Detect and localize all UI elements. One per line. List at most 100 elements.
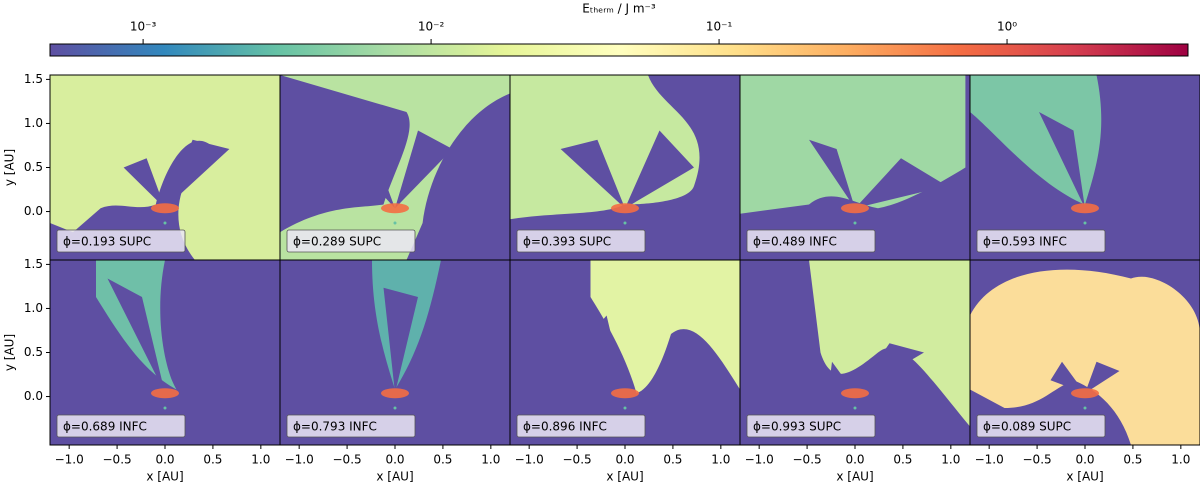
star [623, 406, 627, 410]
panel-label: ϕ=0.593 INFC [983, 235, 1067, 249]
panel [50, 260, 280, 445]
y-tick-label: 0.5 [24, 160, 43, 174]
panel [970, 75, 1200, 260]
panel-label: ϕ=0.689 INFC [63, 420, 147, 434]
x-tick-label: 1.0 [251, 453, 270, 467]
panel [740, 75, 970, 260]
x-axis-label: x [AU] [606, 470, 643, 484]
shock-apex [1071, 203, 1099, 214]
y-axis-label: y [AU] [3, 334, 17, 371]
gas-region [590, 260, 740, 394]
x-tick-label: 0.5 [893, 453, 912, 467]
x-tick-label: −1.0 [55, 453, 84, 467]
shock-fan [827, 343, 924, 399]
panel [740, 260, 970, 445]
shock-fan [1050, 361, 1120, 394]
star [1083, 221, 1087, 225]
x-tick-label: 0.0 [1075, 453, 1094, 467]
panel [280, 260, 510, 445]
panel [50, 75, 280, 260]
shock-apex [151, 388, 179, 399]
x-axis-label: x [AU] [146, 470, 183, 484]
x-tick-label: −1.0 [745, 453, 774, 467]
panel-label-box [56, 229, 186, 253]
shock-apex [611, 203, 639, 214]
x-axis-label: x [AU] [376, 470, 413, 484]
shock-apex [381, 388, 409, 399]
x-tick-label: 0.5 [203, 453, 222, 467]
colorbar-tick-label: 10⁰ [997, 20, 1017, 34]
shock-fan [809, 139, 947, 209]
x-tick-label: 1.0 [1171, 453, 1190, 467]
x-tick-label: 1.0 [481, 453, 500, 467]
x-tick-label: −0.5 [333, 453, 362, 467]
y-tick-label: 1.5 [24, 257, 43, 271]
shock-apex [151, 203, 179, 214]
panel-label-box [56, 414, 186, 438]
y-axis-label: y [AU] [3, 149, 17, 186]
panel [970, 260, 1200, 445]
y-tick-label: 1.5 [24, 72, 43, 86]
panel-label-box [286, 414, 416, 438]
y-tick-label: 0.0 [24, 389, 43, 403]
panel-label-box [516, 414, 646, 438]
star [1083, 406, 1087, 410]
shock-fan [1039, 112, 1136, 223]
star [393, 406, 397, 410]
y-tick-label: 1.0 [24, 116, 43, 130]
x-tick-label: −0.5 [793, 453, 822, 467]
panel-label-box [746, 229, 876, 253]
panel-background [50, 260, 280, 445]
x-tick-label: 0.5 [1123, 453, 1142, 467]
shock-apex [841, 203, 869, 214]
x-tick-label: −1.0 [975, 453, 1004, 467]
panel-label-box [286, 229, 416, 253]
colorbar-tick-label: 10⁻¹ [706, 20, 733, 34]
colorbar [49, 43, 1189, 57]
panel-label: ϕ=0.393 SUPC [523, 235, 611, 249]
x-tick-label: 1.0 [941, 453, 960, 467]
panel-label: ϕ=0.089 SUPC [983, 420, 1071, 434]
x-tick-label: 0.5 [433, 453, 452, 467]
star [623, 221, 627, 225]
panel [510, 75, 740, 260]
panel-label-box [976, 229, 1106, 253]
x-tick-label: 0.0 [615, 453, 634, 467]
colorbar-tick-label: 10⁻² [418, 20, 445, 34]
x-tick-label: 0.0 [155, 453, 174, 467]
x-tick-label: −1.0 [285, 453, 314, 467]
y-tick-label: 0.0 [24, 204, 43, 218]
gas-region [809, 260, 970, 427]
shock-apex [841, 388, 869, 399]
star [853, 221, 857, 225]
y-tick-label: 1.0 [24, 301, 43, 315]
shock-fan [383, 287, 441, 436]
star [163, 221, 167, 225]
panel-label: ϕ=0.489 INFC [753, 235, 837, 249]
panel-label: ϕ=0.289 SUPC [293, 235, 381, 249]
gas-region [50, 75, 280, 260]
panel [280, 75, 510, 260]
shock-apex [1071, 388, 1099, 399]
gas-region [280, 75, 510, 260]
x-tick-label: −1.0 [515, 453, 544, 467]
panel [510, 260, 740, 445]
shock-fan [560, 130, 694, 209]
gas-region [970, 269, 1200, 445]
x-tick-label: 1.0 [711, 453, 730, 467]
y-tick-label: 0.5 [24, 345, 43, 359]
colorbar-tick-label: 10⁻³ [130, 20, 157, 34]
x-tick-label: −0.5 [103, 453, 132, 467]
x-tick-label: −0.5 [1023, 453, 1052, 467]
star [163, 406, 167, 410]
panel-label-box [516, 229, 646, 253]
panel-label: ϕ=0.193 SUPC [63, 235, 151, 249]
panel-label-box [976, 414, 1106, 438]
star [853, 406, 857, 410]
x-tick-label: 0.5 [663, 453, 682, 467]
shock-fan [107, 278, 234, 436]
panel-label: ϕ=0.993 SUPC [753, 420, 841, 434]
x-axis-label: x [AU] [1066, 470, 1103, 484]
shock-fan [590, 315, 671, 445]
